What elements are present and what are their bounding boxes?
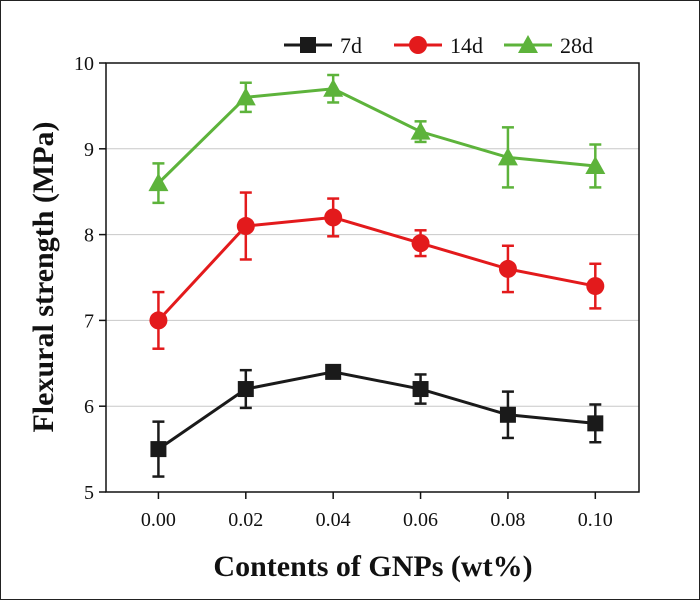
data-point	[410, 121, 431, 140]
data-point	[586, 277, 605, 296]
data-point	[235, 87, 256, 106]
data-point	[412, 381, 429, 398]
axis-ticks: 5 6 7 8 9 10 0.00 0.02 0.04 0.06 0.08 0.10	[74, 53, 613, 531]
x-tick-label: 0.00	[141, 509, 176, 531]
y-tick-label: 6	[84, 396, 94, 418]
data-point	[150, 441, 167, 458]
y-axis-title: Flexural strength (MPa)	[27, 121, 60, 432]
data-point	[236, 217, 255, 236]
data-point	[323, 78, 344, 97]
x-tick-label: 0.04	[316, 509, 351, 531]
series-line	[157, 215, 596, 322]
data-point	[585, 155, 606, 174]
y-tick-label: 9	[84, 139, 94, 161]
legend-item-14d: 14d	[394, 33, 483, 58]
legend-marker	[518, 35, 538, 53]
x-tick-label: 0.06	[403, 509, 438, 531]
data-point	[411, 234, 430, 253]
x-axis-title: Contents of GNPs (wt%)	[213, 550, 532, 583]
legend: 7d 14d 28d	[284, 33, 593, 58]
series-line	[157, 370, 596, 451]
x-tick-label: 0.02	[228, 509, 263, 531]
series-28d	[148, 73, 606, 205]
x-tick-label: 0.08	[490, 509, 525, 531]
series-7d	[150, 363, 604, 478]
series-line	[157, 87, 596, 185]
data-point	[499, 406, 516, 423]
y-tick-label: 7	[84, 310, 94, 332]
x-tick-label: 0.10	[578, 509, 613, 531]
data-series	[148, 73, 606, 478]
legend-label: 28d	[560, 33, 593, 58]
plot-area	[105, 62, 640, 493]
data-point	[497, 147, 518, 166]
legend-marker	[409, 36, 427, 54]
data-point	[149, 311, 168, 330]
legend-item-7d: 7d	[284, 33, 362, 58]
data-point	[325, 363, 342, 380]
data-point	[498, 259, 517, 278]
series-14d	[149, 191, 605, 350]
data-point	[237, 381, 254, 398]
legend-marker	[300, 37, 316, 53]
legend-item-28d: 28d	[504, 33, 593, 58]
y-tick-label: 5	[84, 482, 94, 504]
data-point	[148, 173, 169, 192]
data-point	[587, 415, 604, 432]
legend-label: 14d	[450, 33, 483, 58]
y-tick-label: 8	[84, 225, 94, 247]
legend-label: 7d	[340, 33, 362, 58]
data-point	[324, 208, 343, 227]
y-tick-label: 10	[74, 53, 94, 75]
